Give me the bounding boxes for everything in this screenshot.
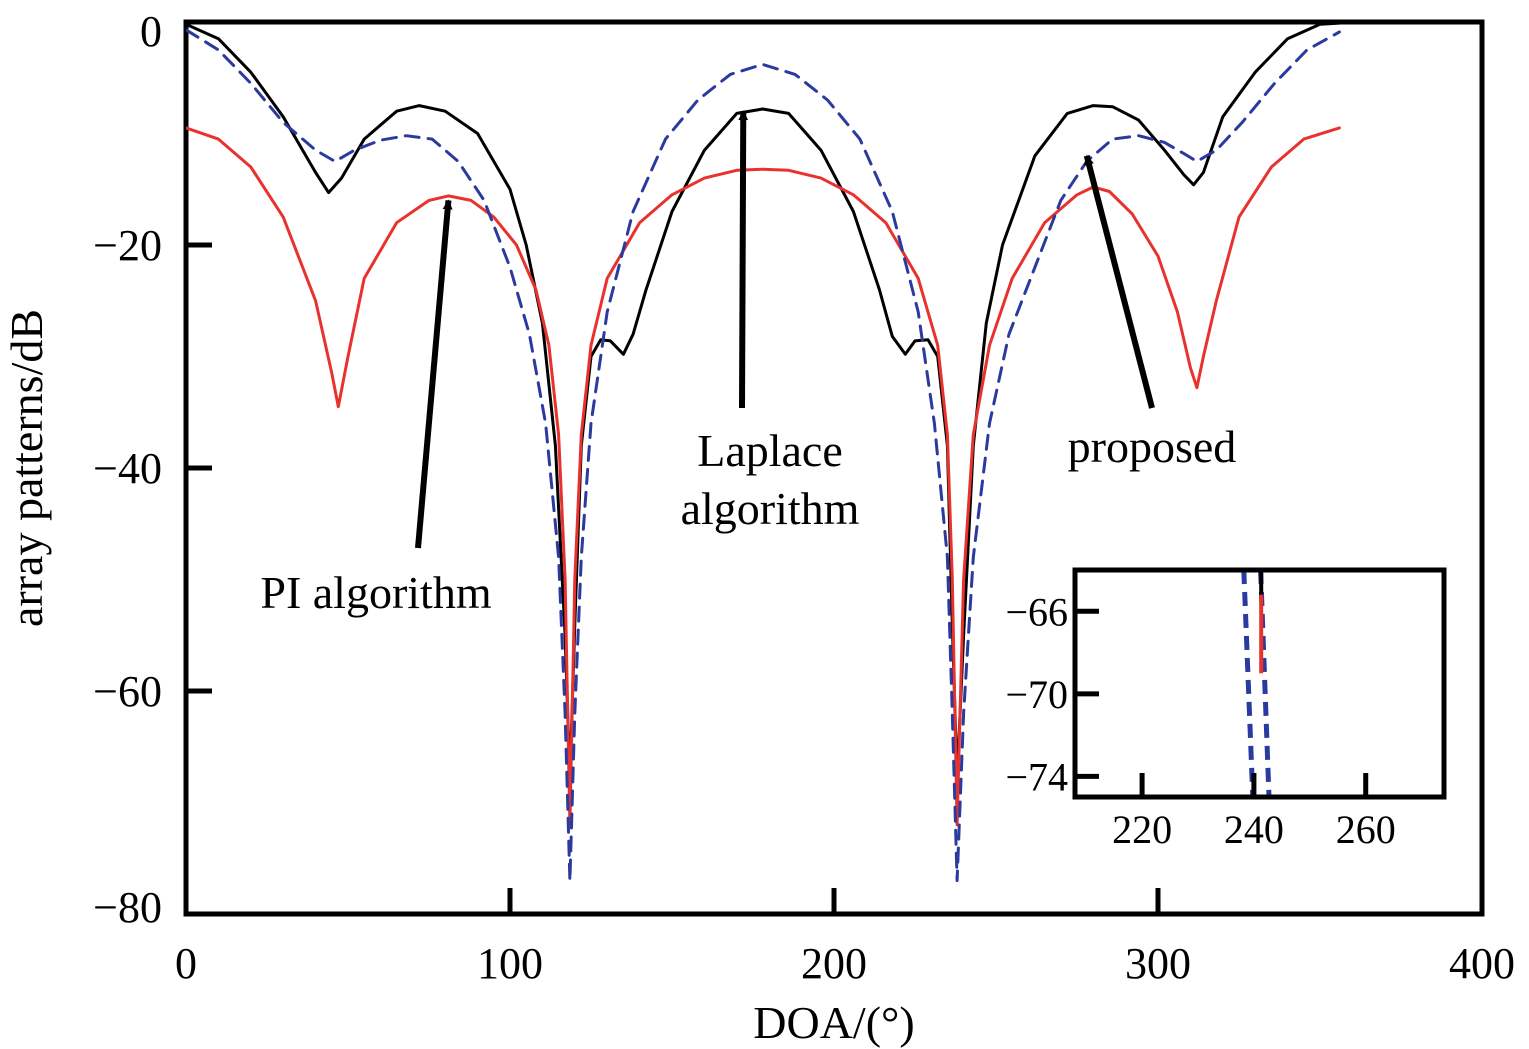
- annotation-label-line: algorithm: [681, 483, 860, 534]
- annotation-label: PI algorithm: [260, 567, 491, 618]
- series-line-0: [186, 22, 1341, 782]
- inset-zoom-plot: 220 240 260 −66 −70 −74: [1005, 567, 1447, 852]
- y-tick-label: −40: [93, 444, 162, 493]
- annotation-label: proposed: [1068, 421, 1237, 472]
- main-plot: 0 100 200 300 400 0 −20 −40 −60 −80 PI algorithm L…: [1, 7, 1515, 1048]
- inset-series-line-1: [1258, 570, 1272, 797]
- y-tick-label: −20: [93, 221, 162, 270]
- annotation-label-line: Laplace: [697, 425, 843, 476]
- inset-series-line-0: [1241, 570, 1256, 797]
- x-tick-label: 400: [1449, 939, 1515, 988]
- annotation-label: Laplace algorithm: [681, 425, 860, 534]
- inset-y-tick-label: −74: [1005, 754, 1068, 799]
- x-tick-label: 200: [801, 939, 867, 988]
- inset-plot-frame: [1072, 567, 1447, 800]
- y-axis-title: array patterns/dB: [1, 309, 52, 627]
- inset-x-tick-label: 260: [1336, 807, 1396, 852]
- inset-x-tick-label: 240: [1224, 807, 1284, 852]
- y-tick-label: −80: [93, 883, 162, 932]
- y-tick-label: −60: [93, 667, 162, 716]
- inset-x-tick-label: 220: [1112, 807, 1172, 852]
- annotation-arrow: [738, 110, 749, 409]
- annotation-label-line: PI algorithm: [260, 567, 491, 618]
- y-tick-label: 0: [140, 7, 162, 56]
- series-line-1: [186, 126, 1341, 827]
- inset-y-tick-label: −70: [1005, 672, 1068, 717]
- annotation-arrow: [415, 199, 453, 549]
- x-tick-label: 100: [477, 939, 543, 988]
- inset-y-tick-label: −66: [1005, 589, 1068, 634]
- x-axis-title: DOA/(°): [753, 997, 914, 1048]
- annotation-arrow: [1083, 154, 1155, 409]
- annotation-label-line: proposed: [1068, 421, 1237, 472]
- series-line-2: [186, 28, 1341, 883]
- x-tick-label: 0: [175, 939, 197, 988]
- x-tick-label: 300: [1125, 939, 1191, 988]
